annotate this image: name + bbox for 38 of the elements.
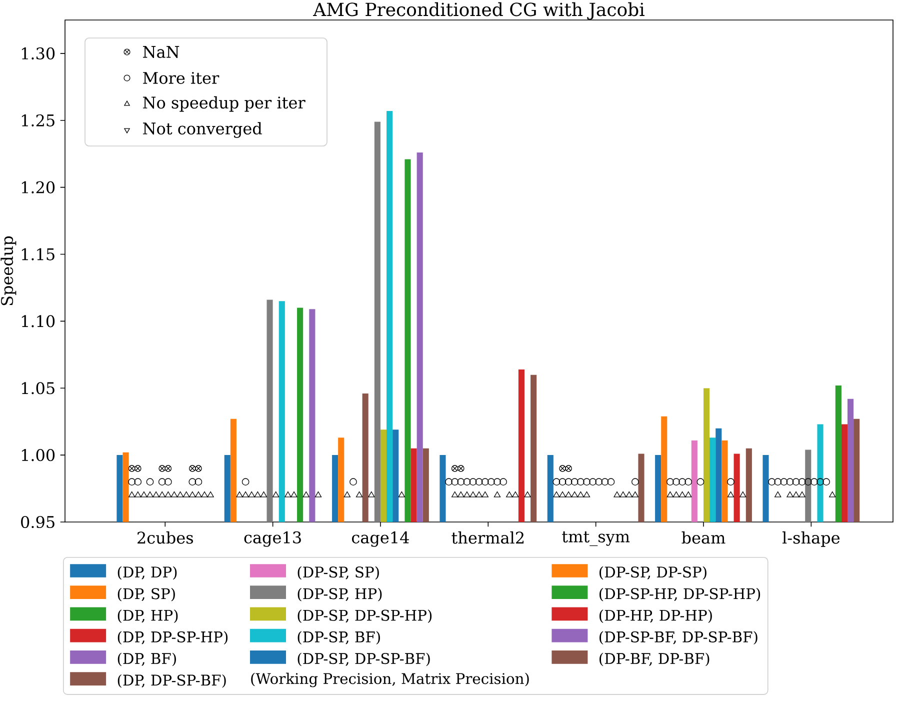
y-tick-label: 1.10	[22, 315, 55, 328]
legend-label: Not converged	[143, 122, 262, 138]
y-tick-label: 1.15	[22, 248, 54, 260]
y-tick-label: 1.00	[22, 449, 55, 462]
y-tick-label: 1.05	[22, 382, 54, 394]
x-tick-label: l-shape	[782, 531, 840, 547]
x-tick-label: cage14	[352, 531, 409, 547]
legend-label: (DP-BF, DP-BF)	[600, 652, 710, 666]
legend-label: (DP, SP)	[118, 588, 175, 602]
legend-label: (DP-SP, DP-SP-BF)	[298, 652, 430, 666]
x-tick-label: 2cubes	[138, 531, 193, 544]
legend-label: (DP-SP, DP-SP-HP)	[298, 609, 432, 623]
legend-label: (DP, DP-SP-BF)	[118, 674, 226, 688]
legend-label: More iter	[143, 72, 220, 84]
legend-label: NaN	[143, 46, 180, 58]
legend-label: (DP-SP, DP-SP)	[600, 566, 706, 580]
chart-title: AMG Preconditioned CG with Jacobi	[313, 2, 644, 20]
legend-label: (DP-SP, HP)	[298, 588, 382, 602]
y-axis-title: Speedup	[0, 236, 16, 306]
legend-label: (DP, DP-SP-HP)	[118, 631, 228, 645]
legend-label: (DP-SP, SP)	[298, 566, 379, 580]
y-tick-label: 1.30	[22, 47, 55, 60]
legend-label: (DP, BF)	[118, 652, 176, 666]
y-tick-label: 1.25	[22, 114, 54, 126]
x-tick-label: tmt_sym	[562, 531, 630, 546]
legend-label: (DP-SP-HP, DP-SP-HP)	[600, 588, 760, 602]
legend-label: (DP, HP)	[118, 609, 178, 623]
legend-label: No speedup per iter	[143, 96, 306, 112]
legend-title: (Working Precision, Matrix Precision)	[251, 672, 529, 688]
x-tick-label: beam	[682, 531, 726, 544]
y-tick-label: 1.20	[22, 181, 55, 194]
legend-label: (DP-SP, BF)	[298, 631, 380, 645]
y-tick-label: 0.95	[21, 516, 54, 528]
legend-label: (DP-SP-BF, DP-SP-BF)	[600, 631, 758, 645]
legend-label: (DP, DP)	[118, 566, 177, 580]
x-tick-label: thermal2	[452, 531, 524, 544]
legend-label: (DP-HP, DP-HP)	[600, 609, 712, 623]
x-tick-label: cage13	[244, 531, 301, 547]
